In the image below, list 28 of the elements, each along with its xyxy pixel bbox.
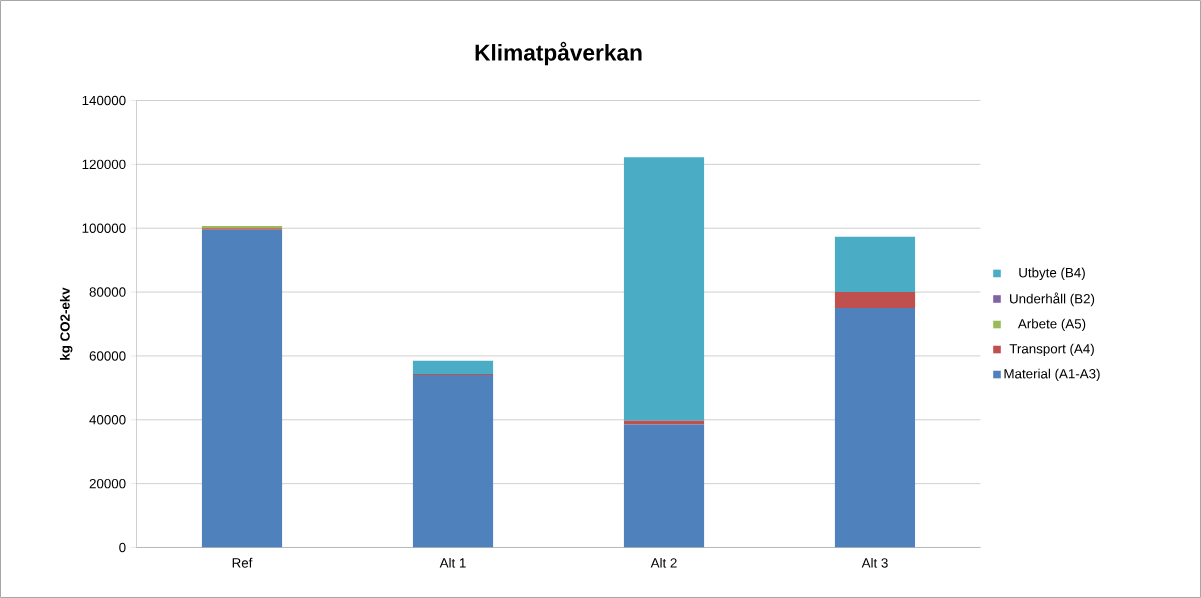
y-tick-label: 20000: [89, 478, 126, 489]
y-tick-label: 100000: [82, 223, 126, 233]
y-axis-title: kg CO2-ekv: [59, 287, 73, 360]
y-tick-label: 0: [119, 542, 126, 553]
legend-label: Transport (A4): [1009, 343, 1094, 357]
bar: [834, 308, 916, 548]
bar: [412, 360, 494, 375]
legend-label: Utbyte (B4): [1019, 267, 1085, 281]
y-tick-label: 140000: [82, 95, 126, 106]
bar: [834, 236, 916, 293]
bar: [623, 420, 705, 425]
bar: [834, 292, 916, 309]
y-tick-label: 120000: [82, 159, 126, 170]
bar: [623, 424, 705, 548]
legend-label: Arbete (A5): [1017, 318, 1086, 332]
x-tick-label: Alt 3: [861, 557, 888, 568]
chart-title: Klimatpåverkan: [475, 41, 642, 66]
y-tick-label: 80000: [89, 287, 126, 297]
bar: [412, 375, 494, 548]
legend-label: Material (A1-A3): [1004, 368, 1100, 382]
legend-label: Underhåll (B2): [1010, 292, 1095, 307]
x-tick-label: Ref: [232, 557, 253, 568]
y-tick-label: 60000: [89, 351, 126, 361]
x-tick-label: Alt 2: [650, 557, 677, 568]
x-tick-label: Alt 1: [439, 557, 466, 568]
bar: [623, 157, 705, 421]
bar: [201, 229, 283, 548]
y-tick-label: 40000: [89, 415, 126, 425]
